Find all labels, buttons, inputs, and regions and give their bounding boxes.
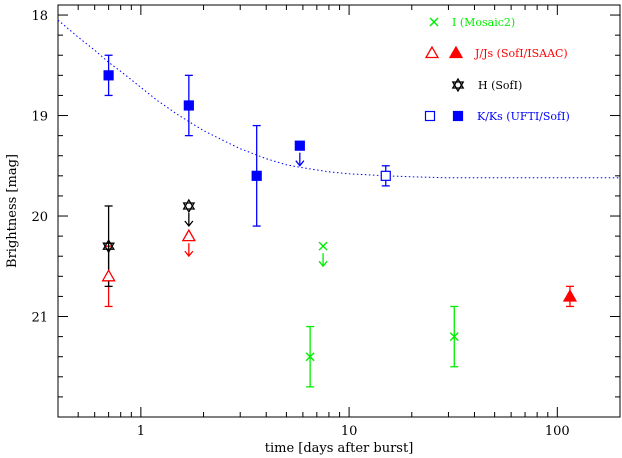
marker-square — [424, 110, 436, 122]
marker-square — [251, 170, 262, 181]
arrow-head — [318, 260, 328, 268]
marker-star-up — [451, 77, 465, 89]
marker-square — [183, 100, 194, 111]
legend-marker — [451, 77, 465, 93]
marker-square — [294, 140, 305, 151]
upper-limit-arrow — [318, 253, 328, 268]
upper-limit-arrow — [184, 212, 194, 228]
marker-star-up — [102, 238, 115, 250]
error-bars — [104, 54, 574, 388]
arrow-head — [295, 160, 305, 167]
data-point-square — [103, 70, 114, 81]
arrow-head — [184, 250, 194, 258]
marker-star-down — [102, 242, 115, 254]
legend-entry: I (Mosaic2) — [429, 16, 515, 29]
upper-limit-arrow — [295, 152, 305, 167]
marker-triangle — [448, 45, 464, 59]
legend-label: H (SofI) — [478, 79, 522, 92]
data-point-star — [102, 238, 115, 254]
y-tick-label: 19 — [31, 110, 48, 125]
upper-limit-point-x — [318, 241, 328, 251]
y-axis-label: Brightness [mag] — [5, 154, 20, 268]
y-tick-label: 18 — [31, 9, 48, 24]
x-tick-label: 1 — [137, 424, 145, 439]
upper-limit-point-star — [182, 198, 196, 214]
upper-limit-arrow — [184, 243, 194, 258]
upper-limit-point-triangle — [181, 228, 196, 242]
axis-ticks: 1 10 100 18 19 20 21 — [31, 5, 621, 439]
y-tick-label: 20 — [31, 210, 48, 225]
data-point-triangle — [101, 269, 116, 282]
marker-star-up — [182, 198, 196, 210]
y-tick-label: 21 — [31, 311, 48, 326]
legend-marker — [448, 45, 464, 59]
legend-marker — [424, 45, 440, 59]
legend-marker — [424, 110, 436, 122]
legend-entry: K/Ks (UFTI/SofI) — [424, 110, 570, 123]
plot-frame — [57, 4, 621, 418]
upper-limit-point-square — [294, 140, 305, 151]
data-point-square — [251, 170, 262, 181]
legend-entry: J/Js (SofI/ISAAC) — [424, 45, 568, 60]
legend-marker — [429, 17, 439, 27]
marker-stroke — [305, 352, 315, 362]
x-tick-label: 10 — [341, 424, 358, 439]
data-point-triangle — [562, 289, 578, 302]
legend-entry: H (SofI) — [451, 77, 522, 93]
fit-curve — [57, 19, 620, 179]
marker-stroke — [318, 241, 328, 251]
marker-square — [380, 170, 391, 181]
marker-stroke — [429, 17, 439, 27]
marker-square — [452, 110, 464, 122]
marker-triangle — [181, 228, 196, 242]
marker-star-down — [451, 81, 465, 93]
legend: I (Mosaic2) J/Js (SofI/ISAAC) H (SofI) K/Ks… — [424, 16, 570, 123]
fit-curve-layer — [57, 19, 620, 179]
arrow-head — [184, 220, 194, 228]
data-markers — [101, 70, 578, 362]
marker-stroke — [449, 332, 459, 342]
marker-triangle — [101, 269, 116, 282]
marker-triangle — [424, 45, 440, 59]
legend-label: K/Ks (UFTI/SofI) — [477, 110, 570, 123]
data-point-x — [449, 332, 459, 342]
x-tick-label: 100 — [545, 424, 570, 439]
marker-triangle — [562, 289, 578, 302]
data-point-square — [183, 100, 194, 111]
data-point-x — [305, 352, 315, 362]
x-axis-label: time [days after burst] — [265, 441, 414, 456]
marker-star-down — [182, 202, 196, 214]
plot-border — [57, 4, 621, 418]
marker-square — [103, 70, 114, 81]
data-point-square — [380, 170, 391, 181]
legend-label: J/Js (SofI/ISAAC) — [474, 47, 568, 60]
legend-marker — [452, 110, 464, 122]
legend-label: I (Mosaic2) — [452, 16, 515, 29]
